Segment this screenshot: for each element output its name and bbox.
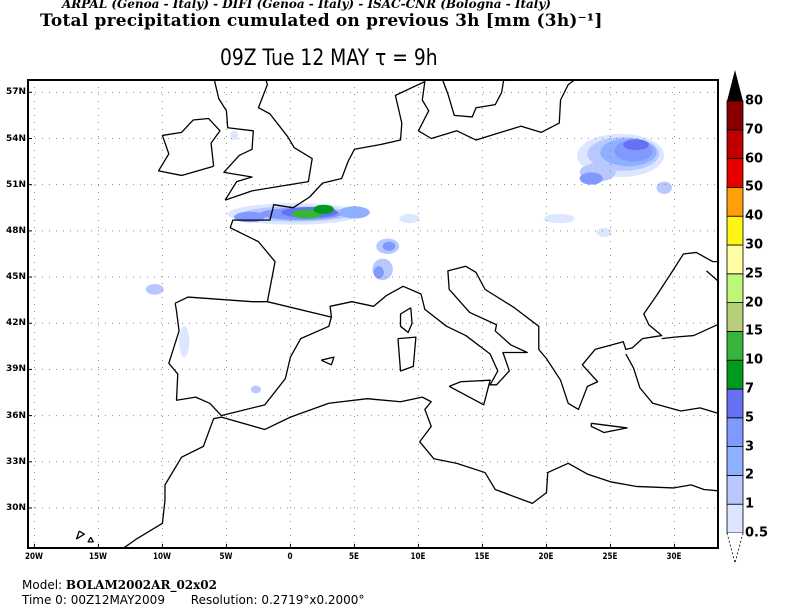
credits-line: ARPAL (Genoa - Italy) - DIFI (Genoa - It… <box>62 0 551 11</box>
precip-area <box>623 139 649 151</box>
colorbar-segment <box>726 446 744 476</box>
time-info: Time 0: 00Z12MAY2009 Resolution: 0.2719°… <box>22 593 365 607</box>
colorbar-segment <box>726 100 744 131</box>
coastline <box>224 80 313 201</box>
lon-tick-label: 10E <box>410 552 426 562</box>
colorbar-label: 0.5 <box>745 525 769 541</box>
lon-tick-label: 5E <box>349 552 360 562</box>
precip-area <box>250 385 261 394</box>
precip-area <box>399 213 420 224</box>
precip-area <box>373 266 384 279</box>
colorbar-label: 3 <box>745 439 755 455</box>
colorbar-label: 20 <box>745 295 764 311</box>
lon-tick-label: 15W <box>89 552 108 562</box>
lat-tick-label: 33N <box>5 456 26 467</box>
lat-tick-label: 39N <box>5 364 26 375</box>
lat-tick-label: 36N <box>5 410 26 421</box>
colorbar-segment <box>726 503 744 534</box>
coastline <box>213 80 254 201</box>
precip-area <box>230 130 238 141</box>
init-time: 00Z12MAY2009 <box>70 593 165 607</box>
coastline <box>168 301 333 417</box>
resolution: 0.2719°x0.2000° <box>261 593 365 607</box>
precip-area <box>596 227 612 238</box>
coastline <box>122 396 718 548</box>
lat-tick-label: 45N <box>5 272 26 283</box>
precip-area <box>656 181 672 194</box>
colorbar-label: 10 <box>745 352 764 368</box>
colorbar-segment <box>726 158 744 188</box>
coastline <box>320 356 335 366</box>
chart-title: Total precipitation cumulated on previou… <box>40 11 603 31</box>
map-frame <box>27 79 719 549</box>
precip-area <box>179 326 190 358</box>
colorbar-label: 25 <box>745 266 764 282</box>
lon-tick-label: 10W <box>153 552 172 562</box>
lat-tick-label: 42N <box>5 318 26 329</box>
precip-area <box>339 206 370 219</box>
lat-tick-label: 54N <box>5 133 26 144</box>
colorbar-label: 15 <box>745 323 764 339</box>
lon-tick-label: 5W <box>219 552 233 562</box>
precip-area <box>313 204 334 214</box>
precip-area <box>382 241 396 251</box>
colorbar-segment <box>726 474 744 505</box>
precip-area <box>234 211 265 223</box>
coastline <box>706 270 718 282</box>
colorbar-label: 2 <box>745 467 755 483</box>
lon-tick-label: 20E <box>538 552 554 562</box>
coastline <box>329 251 718 411</box>
coastline <box>87 536 94 543</box>
lat-tick-label: 51N <box>5 179 26 190</box>
coastline <box>399 307 413 334</box>
valid-time-subtitle: 09Z Tue 12 MAY τ = 9h <box>220 46 438 71</box>
colorbar-label: 50 <box>745 179 764 195</box>
coastline <box>625 353 718 414</box>
colorbar-label: 70 <box>745 122 764 138</box>
model-name: BOLAM2002AR_02x02 <box>65 578 217 592</box>
colorbar-segment <box>726 244 744 275</box>
lat-tick-label: 57N <box>5 87 26 98</box>
colorbar-label: 7 <box>745 381 755 397</box>
model-info: Model: BOLAM2002AR_02x02 <box>22 578 217 592</box>
colorbar-label: 30 <box>745 237 764 253</box>
colorbar-segment <box>726 302 744 332</box>
lat-tick-label: 48N <box>5 225 26 236</box>
coastline <box>448 379 491 406</box>
colorbar-label: 40 <box>745 208 764 224</box>
precip-area <box>145 283 164 295</box>
precip-area <box>543 213 575 224</box>
lon-tick-label: 15E <box>474 552 490 562</box>
colorbar-label: 80 <box>745 93 764 109</box>
colorbar-segment <box>726 359 744 390</box>
colorbar-label: 60 <box>745 151 764 167</box>
colorbar-segment <box>726 129 744 160</box>
colorbar-segment <box>726 273 744 303</box>
coastline <box>590 422 628 434</box>
colorbar-segment <box>726 417 744 447</box>
colorbar-segment <box>726 388 744 419</box>
colorbar-label: 5 <box>745 410 755 426</box>
precip-area <box>579 172 603 185</box>
coastline <box>75 530 85 540</box>
colorbar-label: 1 <box>745 496 755 512</box>
coastline <box>661 323 718 340</box>
colorbar-segment <box>726 215 744 246</box>
coastline <box>174 80 576 304</box>
lon-tick-label: 25E <box>602 552 618 562</box>
lon-tick-label: 0 <box>287 552 293 562</box>
colorbar-max-triangle <box>727 70 743 101</box>
lat-tick-label: 30N <box>5 502 26 513</box>
lon-tick-label: 20W <box>25 552 44 562</box>
colorbar-min-triangle <box>726 532 744 565</box>
precip-area <box>291 209 323 219</box>
colorbar-segment <box>726 186 744 217</box>
colorbar-segment <box>726 330 744 361</box>
coastline <box>397 336 417 372</box>
colorbar <box>726 70 744 565</box>
lon-tick-label: 30E <box>666 552 682 562</box>
coastline <box>157 117 221 177</box>
coastline <box>441 80 505 118</box>
